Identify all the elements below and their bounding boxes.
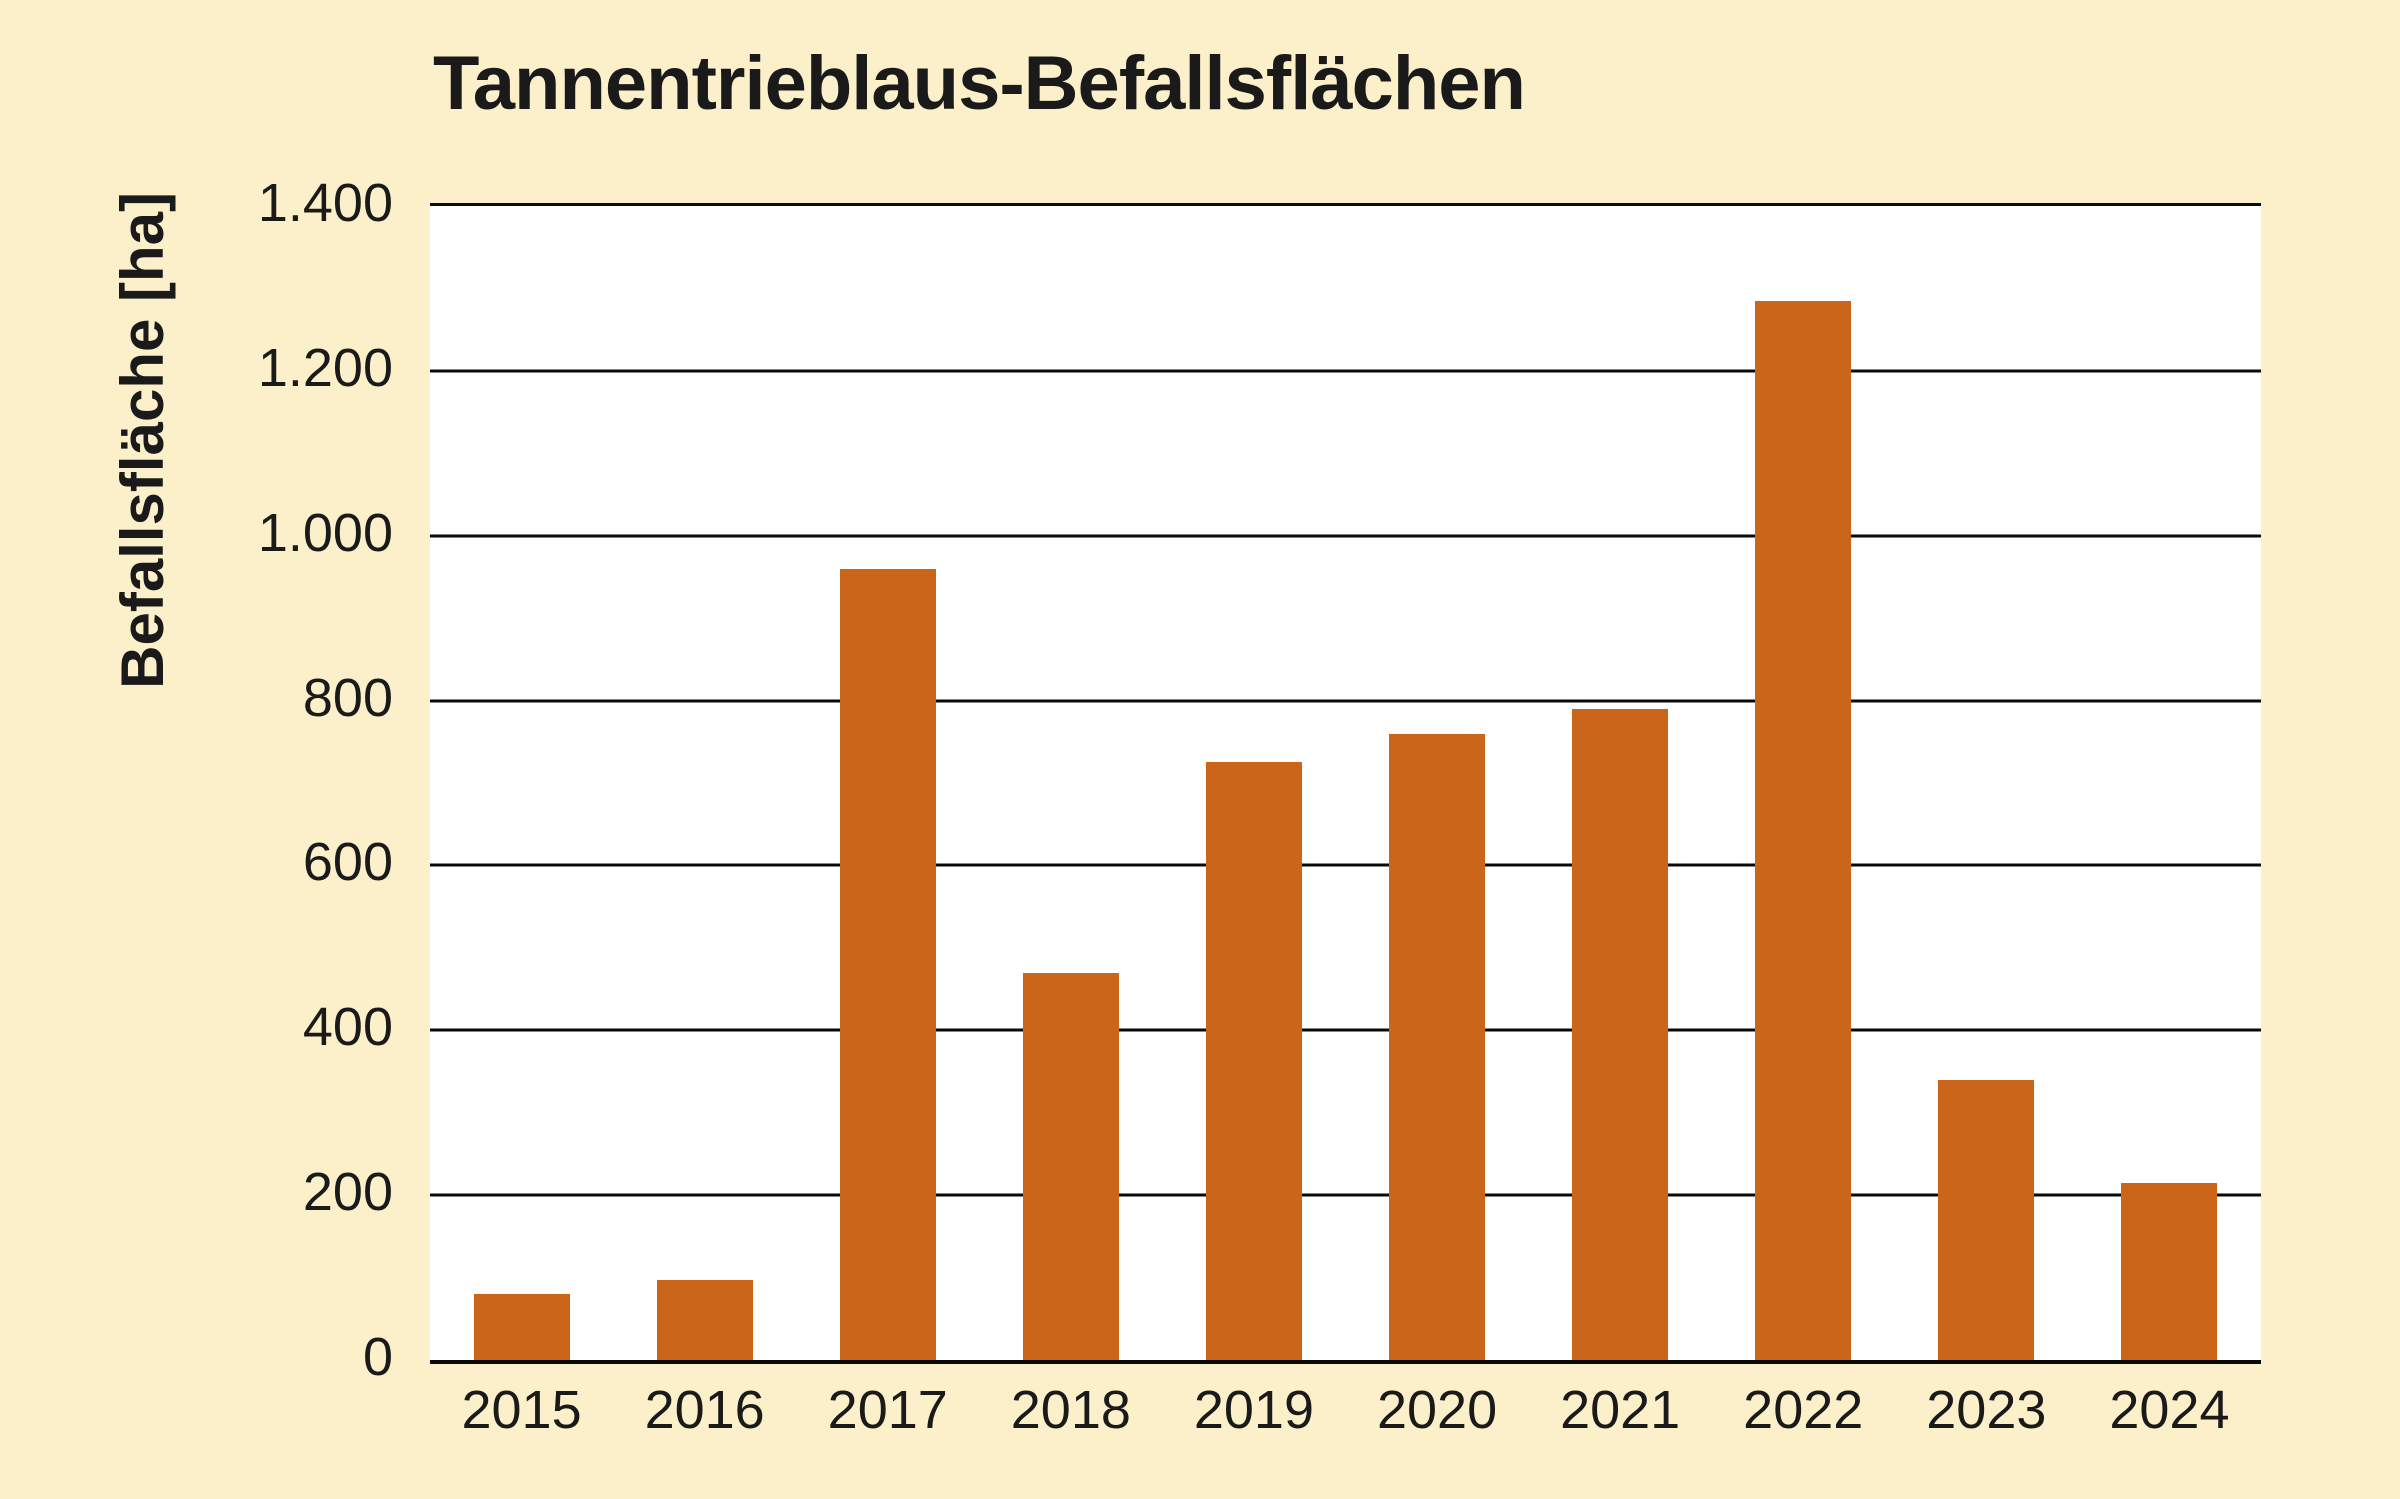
bar-2015 [473,1294,570,1360]
gridline-800 [430,699,2261,703]
x-tick-label-2021: 2021 [1560,1380,1681,1440]
x-tick-label-2016: 2016 [644,1380,765,1440]
gridline-400 [430,1028,2261,1032]
x-tick-label-2022: 2022 [1743,1380,1864,1440]
x-axis-tick-labels: 2015 2016 2017 2018 2019 2020 2021 2022 2023 2024 [430,1383,2261,1453]
x-tick-label-2020: 2020 [1376,1380,1498,1440]
gridline-200 [430,1193,2261,1197]
y-tick-label-1.200: 1.200 [257,337,393,398]
bar-2024 [2121,1182,2218,1360]
bar-2022 [1755,300,1852,1360]
gridline-1200 [430,369,2261,373]
x-tick-label-2017: 2017 [827,1380,948,1440]
bar-2016 [656,1280,753,1360]
bar-2018 [1022,972,1119,1360]
y-tick-label-400: 400 [302,997,393,1058]
y-axis-tick-labels: 0 200 400 600 800 1.000 1.200 1.400 [0,176,393,1384]
y-tick-label-600: 600 [302,832,393,893]
y-tick-label-800: 800 [302,667,393,728]
x-tick-label-2024: 2024 [2109,1380,2230,1440]
bar-2019 [1205,762,1302,1360]
y-tick-label-1.000: 1.000 [257,502,393,563]
bar-2020 [1389,733,1486,1360]
bar-2017 [839,568,936,1360]
x-tick-label-2018: 2018 [1010,1380,1131,1440]
y-tick-label-1.400: 1.400 [257,173,393,233]
gridline-600 [430,863,2261,867]
y-tick-label-200: 200 [302,1162,393,1223]
chart-title: Tannentrieblaus-Befallsflächen [433,41,1526,126]
x-tick-label-2015: 2015 [461,1380,582,1440]
bar-2021 [1572,708,1669,1360]
x-tick-label-2023: 2023 [1926,1380,2047,1440]
bar-2023 [1938,1079,2035,1360]
y-tick-label-0: 0 [362,1327,393,1387]
plot-area [430,203,2261,1364]
x-tick-label-2019: 2019 [1193,1380,1315,1440]
gridline-1000 [430,534,2261,538]
